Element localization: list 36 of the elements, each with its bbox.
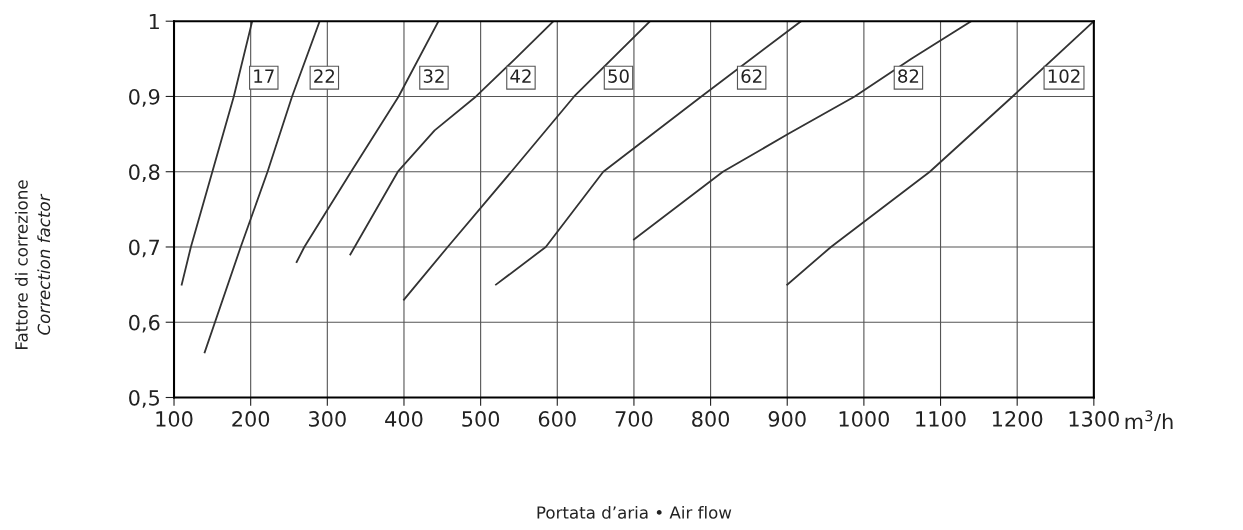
line-series — [786, 21, 1094, 286]
y-tick-label: 0,8 — [129, 164, 160, 183]
y-tick-label: 0,5 — [129, 389, 160, 408]
x-tick-label: 300 — [309, 411, 346, 427]
series-label: 17 — [254, 69, 274, 83]
series-label: 82 — [898, 69, 919, 83]
x-tick-label: 200 — [232, 411, 270, 427]
x-tick-label: 800 — [692, 411, 730, 427]
x-tick-label: 1100 — [916, 411, 966, 427]
line-series — [403, 21, 651, 301]
y-tick-label: 0,7 — [129, 239, 160, 258]
x-tick-label: 1000 — [839, 411, 890, 427]
y-tick-label: 1 — [149, 13, 159, 30]
line-series — [495, 21, 802, 286]
x-tick-label: 600 — [538, 411, 576, 427]
series-label: 50 — [608, 69, 629, 83]
x-tick-label: 400 — [385, 411, 423, 427]
series-label: 32 — [423, 69, 444, 83]
x-tick-label: 1300 — [1069, 411, 1119, 427]
series-label: 22 — [314, 69, 335, 83]
text: m$^{3}$/h — [1125, 410, 1173, 432]
x-tick-label: 100 — [156, 411, 193, 427]
y-tick-label: 0,9 — [129, 88, 160, 107]
x-tick-label: 500 — [462, 411, 500, 427]
y-tick-label: 0,6 — [129, 314, 160, 333]
line-series — [349, 21, 555, 256]
line-series — [633, 21, 973, 241]
x-axis-title: Portata d’aria • Air flow — [537, 505, 732, 519]
x-tick-label: 1200 — [992, 411, 1043, 427]
y-axis-title: Fattore di correzione Correction factor — [14, 180, 51, 349]
series-label: 62 — [741, 69, 762, 83]
series-label: 42 — [510, 69, 531, 83]
x-tick-label: 700 — [615, 411, 653, 427]
series-label: 102 — [1048, 69, 1080, 83]
line-series — [180, 21, 254, 286]
x-tick-label: 900 — [768, 411, 806, 427]
